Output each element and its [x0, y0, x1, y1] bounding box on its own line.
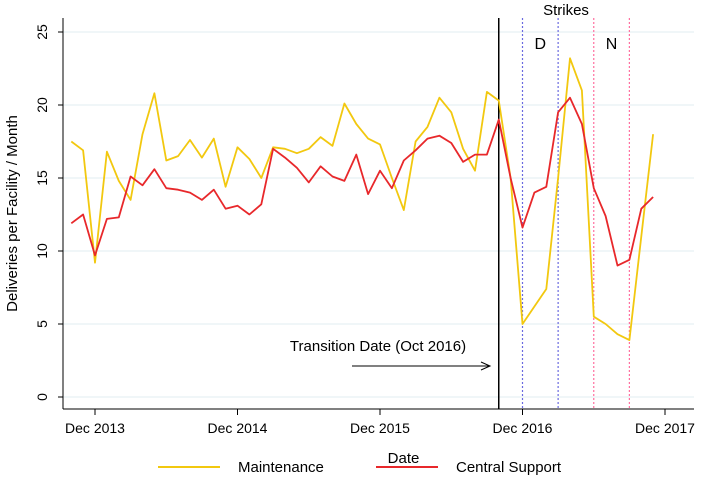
y-axis-title: Deliveries per Facility / Month — [4, 115, 21, 312]
legend: Maintenance Central Support — [158, 459, 562, 476]
y-tick-label: 10 — [34, 243, 50, 259]
plot-frame — [62, 18, 694, 410]
strike-n-annotation: N — [606, 36, 618, 53]
series-line-central-support — [70, 96, 654, 267]
y-tick-label: 15 — [34, 170, 50, 186]
x-axis-title: Date — [388, 450, 420, 467]
y-axis-ticks: 0 5 10 15 20 25 — [34, 24, 63, 401]
x-tick-label: Dec 2014 — [208, 420, 268, 436]
y-tick-label: 5 — [34, 320, 50, 328]
x-axis-ticks: Dec 2013 Dec 2014 Dec 2015 Dec 2016 Dec 2017 — [65, 409, 695, 436]
strike-d-annotation: D — [535, 36, 547, 53]
transition-date-annotation: Transition Date (Oct 2016) — [290, 338, 466, 355]
arrow-head — [480, 361, 492, 371]
reference-lines — [498, 18, 630, 409]
y-tick-label: 20 — [34, 97, 50, 113]
series-layer — [70, 57, 654, 342]
x-tick-label: Dec 2017 — [635, 420, 695, 436]
strikes-annotation: Strikes — [543, 2, 589, 19]
transition-arrow — [352, 361, 492, 371]
x-tick-label: Dec 2015 — [350, 420, 410, 436]
y-tick-label: 25 — [34, 24, 50, 40]
x-tick-label: Dec 2016 — [493, 420, 553, 436]
legend-label-maintenance: Maintenance — [238, 459, 324, 476]
series-line-maintenance — [70, 57, 654, 342]
y-tick-label: 0 — [34, 393, 50, 401]
gridlines — [63, 31, 694, 398]
x-tick-label: Dec 2013 — [65, 420, 125, 436]
legend-label-central-support: Central Support — [456, 459, 562, 476]
